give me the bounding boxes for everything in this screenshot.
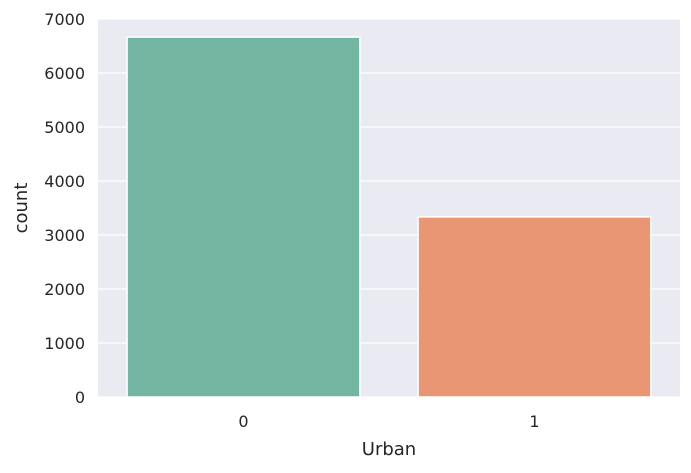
bars [126,36,652,398]
x-tick-label: 0 [238,412,248,431]
y-tick-label: 0 [75,388,85,407]
y-tick-label: 1000 [44,334,85,353]
y-axis-label: count [11,183,32,234]
y-tick-label: 2000 [44,280,85,299]
y-tick-labels: 0 1000 2000 3000 4000 5000 6000 7000 [44,10,85,407]
y-tick-label: 4000 [44,172,85,191]
x-tick-label: 1 [529,412,539,431]
x-axis-label: Urban [362,439,416,460]
y-tick-label: 7000 [44,10,85,29]
y-tick-label: 3000 [44,226,85,245]
bar-0 [126,36,361,398]
bar-1 [417,216,652,398]
y-tick-label: 6000 [44,64,85,83]
y-tick-label: 5000 [44,118,85,137]
